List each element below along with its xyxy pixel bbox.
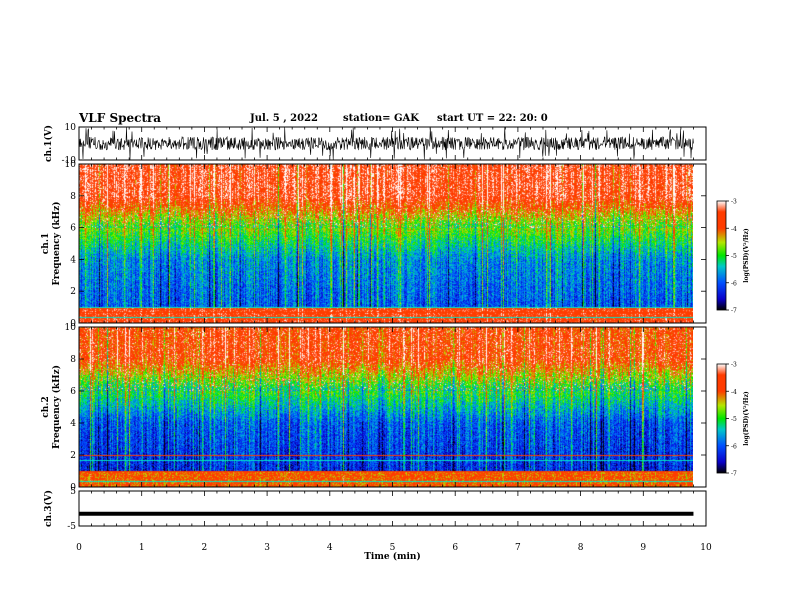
x-tick-label: 0 xyxy=(76,543,82,553)
colorbar-tick-label: -4 xyxy=(731,226,737,233)
x-tick-label: 2 xyxy=(202,543,208,553)
colorbar-label: log(PSD)(V²/Hz) xyxy=(743,228,750,283)
ch2-spectrogram-y-tick-label: 0 xyxy=(70,483,76,493)
colorbar-tick-label: -4 xyxy=(731,389,737,396)
x-tick-label: 10 xyxy=(700,543,712,553)
marks-layer xyxy=(78,127,729,516)
colorbar-ch2 xyxy=(716,363,727,474)
ch1-waveform-y-tick-label: -10 xyxy=(62,156,77,166)
ch1-spectrogram-y-tick-label: 0 xyxy=(70,319,76,329)
ch2-spectrogram-y-tick-label: 8 xyxy=(70,355,76,365)
ch2-spectrogram-ylabel: Frequency (kHz) xyxy=(51,365,62,449)
ch1-spectrogram-y-tick-label: 4 xyxy=(70,255,76,265)
ch1-spectrogram-y-tick-label: 6 xyxy=(70,224,76,234)
x-tick-label: 6 xyxy=(452,543,458,553)
start-time-label: start UT = 22: 20: 0 xyxy=(437,113,548,124)
spectrogram-ch1-image xyxy=(79,164,693,323)
ch1-waveform-ylabel: ch.1(V) xyxy=(43,125,54,162)
ch1-spectrogram-ylabel: Frequency (kHz) xyxy=(51,201,62,285)
colorbar-tick-label: -7 xyxy=(731,471,737,478)
ch2-spectrogram-y-tick-label: 2 xyxy=(70,451,76,461)
ch3-waveform-ylabel: ch.3(V) xyxy=(43,490,54,527)
station-label: station= GAK xyxy=(343,113,419,124)
ch1-spectrogram-y-tick-label: 2 xyxy=(70,287,76,297)
x-tick-label: 7 xyxy=(515,543,521,553)
ch3-waveform-y-tick-label: -5 xyxy=(67,522,76,532)
ch1-spectrogram-y-tick-label: 10 xyxy=(65,160,77,170)
colorbar-tick-label: -6 xyxy=(731,280,737,287)
x-tick-label: 9 xyxy=(640,543,646,553)
x-tick-label: 3 xyxy=(264,543,270,553)
colorbar-tick-label: -7 xyxy=(731,308,737,315)
figure-title: VLF Spectra xyxy=(79,111,162,125)
colorbar-ch1 xyxy=(716,200,727,311)
ch3-waveform-y-tick-label: 5 xyxy=(70,487,76,497)
x-tick-label: 8 xyxy=(578,543,584,553)
ch2-spectrogram-y-tick-label: 10 xyxy=(65,323,77,333)
colorbar-tick-label: -5 xyxy=(731,416,737,423)
x-tick-label: 5 xyxy=(390,543,396,553)
ch1-waveform-y-tick-label: 10 xyxy=(65,123,77,133)
text-layer: -3 -4 -5 -6 -7 log(PSD)(V²/Hz) -3 -4 -5 -6 -7 log(P… xyxy=(41,123,750,562)
ch2-spectrogram-y-tick-label: 4 xyxy=(70,419,76,429)
spectrogram-ch2-image xyxy=(79,327,693,487)
date-label: Jul. 5 , 2022 xyxy=(250,113,318,124)
ch1-waveform-trace xyxy=(78,127,694,160)
ch3-waveform-frame xyxy=(78,490,707,527)
colorbar-tick-label: -3 xyxy=(731,362,737,369)
ch1-spectrogram-y-tick-label: 8 xyxy=(70,192,76,202)
x-tick-label: 4 xyxy=(327,543,333,553)
x-tick-label: 1 xyxy=(139,543,145,553)
colorbar-tick-label: -6 xyxy=(731,443,737,450)
ch1-spectrogram-channel-label: ch.1 xyxy=(41,233,51,254)
ch2-spectrogram-channel-label: ch.2 xyxy=(41,396,51,417)
colorbar-tick-label: -5 xyxy=(731,253,737,260)
spectrogram-layer xyxy=(79,164,693,487)
ch2-spectrogram-y-tick-label: 6 xyxy=(70,387,76,397)
colorbar-label: log(PSD)(V²/Hz) xyxy=(743,391,750,446)
colorbar-tick-label: -3 xyxy=(731,199,737,206)
x-axis-label: Time (min) xyxy=(364,551,421,562)
frames-layer xyxy=(78,126,707,527)
